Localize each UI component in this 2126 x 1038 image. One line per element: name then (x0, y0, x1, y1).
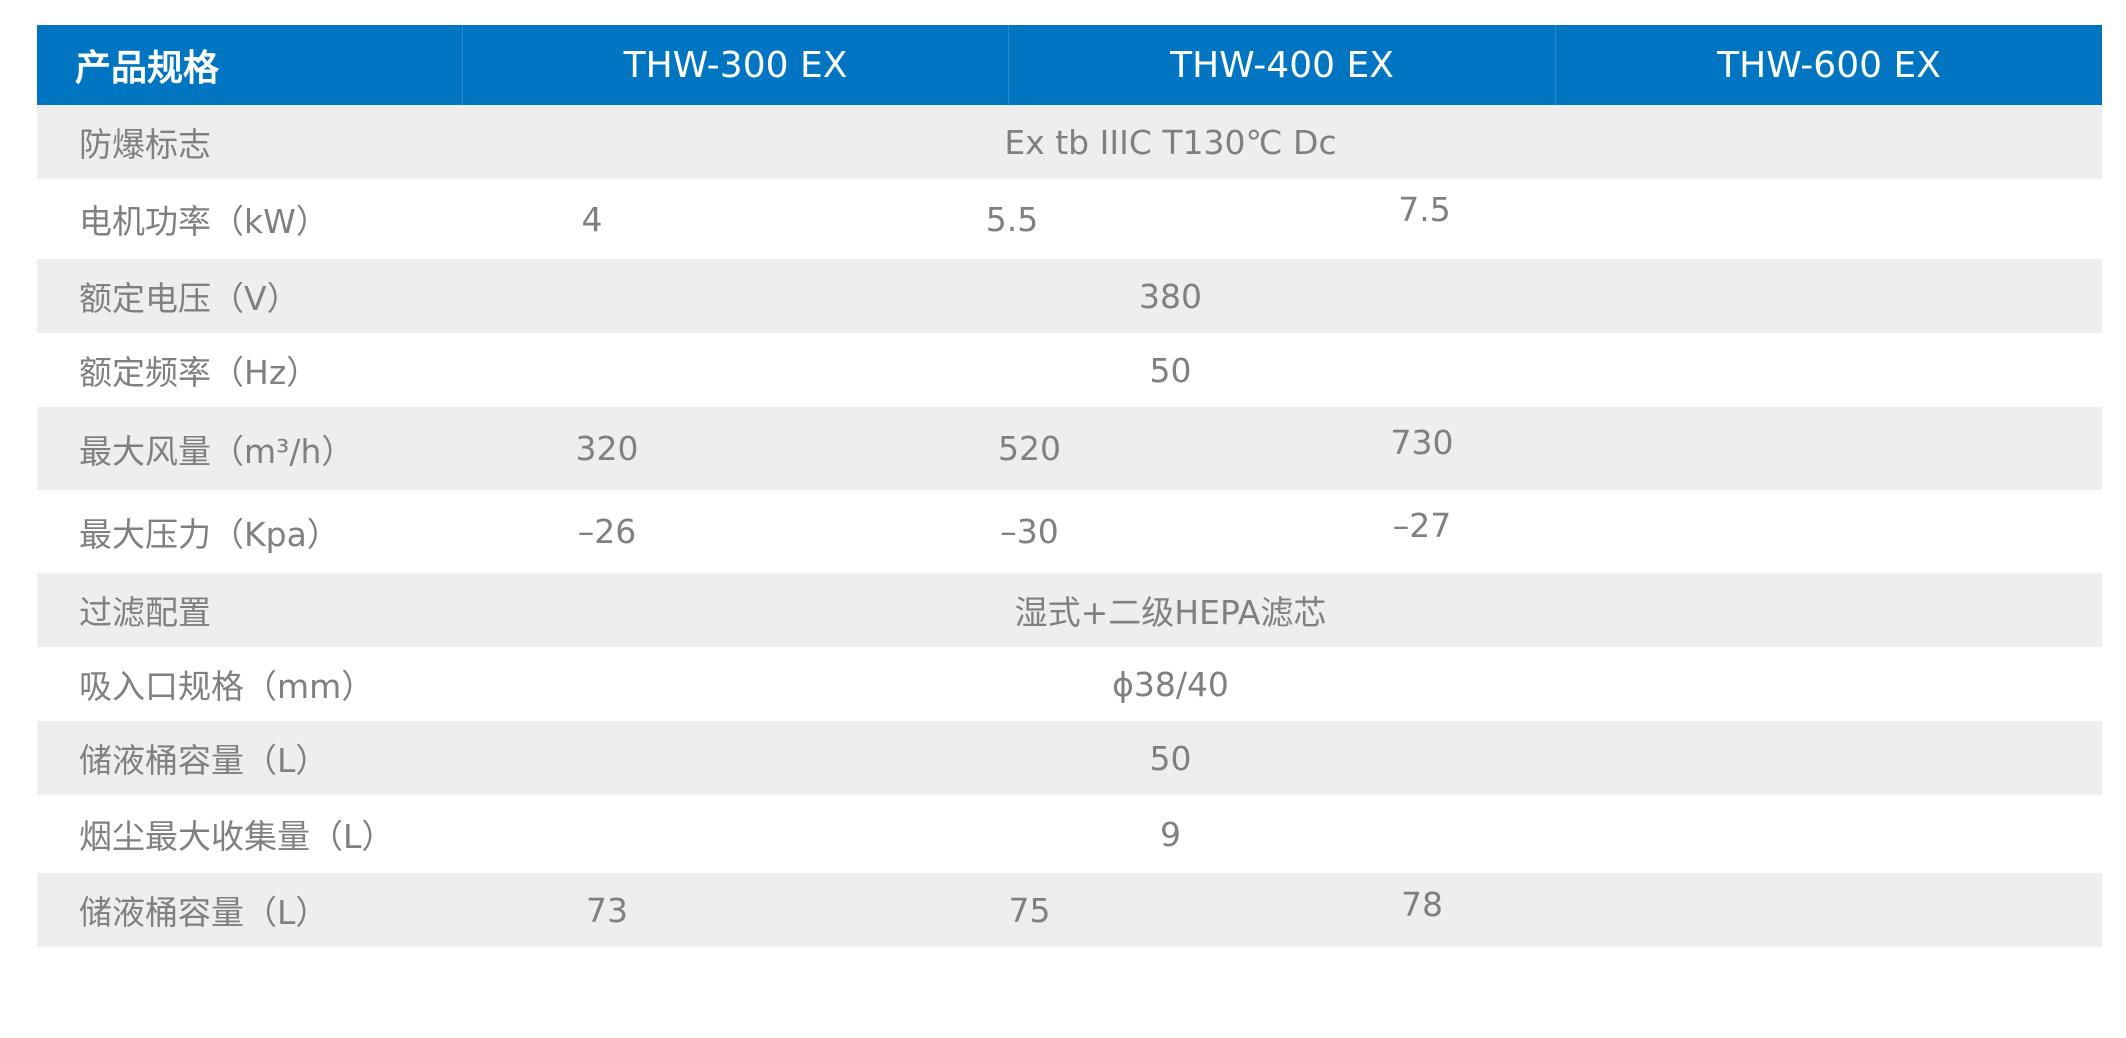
row-value-span: 50 (1149, 738, 1192, 778)
row-value-300: –26 (577, 512, 637, 551)
row-label: 过滤配置 (79, 593, 211, 632)
table-row: 储液桶容量（L） 73 75 78 (37, 873, 2102, 947)
table-row: 额定电压（V） 380 (37, 259, 2102, 333)
table-row: 最大压力（Kpa） –26 –30 –27 (37, 490, 2102, 573)
header-model-600: THW-600 EX (1555, 25, 2102, 105)
row-label: 吸入口规格（mm） (79, 667, 375, 706)
row-value-600: 730 (1390, 423, 1454, 462)
row-value-300: 73 (586, 890, 628, 930)
header-model-300: THW-300 EX (462, 25, 1008, 105)
row-value-span: Ex tb IIIC T130℃ Dc (1004, 122, 1337, 162)
table-row: 吸入口规格（mm） ϕ38/40 (37, 647, 2102, 721)
table-row: 额定频率（Hz） 50 (37, 333, 2102, 407)
row-value-300: 4 (581, 199, 603, 239)
row-value-span: 9 (1160, 814, 1181, 854)
row-value-span: 湿式+二级HEPA滤芯 (1014, 593, 1327, 632)
row-label: 额定频率（Hz） (79, 353, 320, 392)
row-label: 防爆标志 (79, 125, 211, 164)
row-value-600: –27 (1392, 506, 1452, 545)
row-label: 最大风量（m³/h） (79, 431, 355, 471)
header-label: 产品规格 (75, 48, 220, 89)
row-label: 电机功率（kW） (79, 202, 329, 241)
row-value-400: –30 (1000, 512, 1059, 551)
row-label: 储液桶容量（L） (79, 741, 329, 780)
table-row: 防爆标志 Ex tb IIIC T130℃ Dc (37, 105, 2102, 179)
row-value-400: 75 (1008, 890, 1051, 930)
row-value-400: 5.5 (985, 199, 1039, 239)
row-label: 储液桶容量（L） (79, 893, 329, 932)
row-value-300: 320 (575, 429, 639, 468)
row-value-span: 50 (1149, 350, 1192, 390)
row-value-span: 380 (1139, 276, 1202, 316)
spec-table: 产品规格 THW-300 EX THW-400 EX THW-600 EX 防爆… (37, 25, 2102, 947)
table-row: 过滤配置 湿式+二级HEPA滤芯 (37, 573, 2102, 647)
table-row: 最大风量（m³/h） 320 520 730 (37, 407, 2102, 490)
table-header: 产品规格 THW-300 EX THW-400 EX THW-600 EX (37, 25, 2102, 105)
table-row: 电机功率（kW） 4 5.5 7.5 (37, 179, 2102, 259)
row-value-span: ϕ38/40 (1112, 664, 1229, 704)
row-label: 额定电压（V） (79, 279, 300, 318)
header-model-400: THW-400 EX (1008, 25, 1555, 105)
table-row: 烟尘最大收集量（L） 9 (37, 795, 2102, 873)
table-row: 储液桶容量（L） 50 (37, 721, 2102, 795)
row-value-600: 78 (1401, 884, 1443, 924)
row-label: 最大压力（Kpa） (79, 514, 340, 554)
row-value-400: 520 (998, 429, 1061, 468)
row-label: 烟尘最大收集量（L） (79, 817, 395, 856)
row-value-600: 7.5 (1398, 189, 1451, 229)
